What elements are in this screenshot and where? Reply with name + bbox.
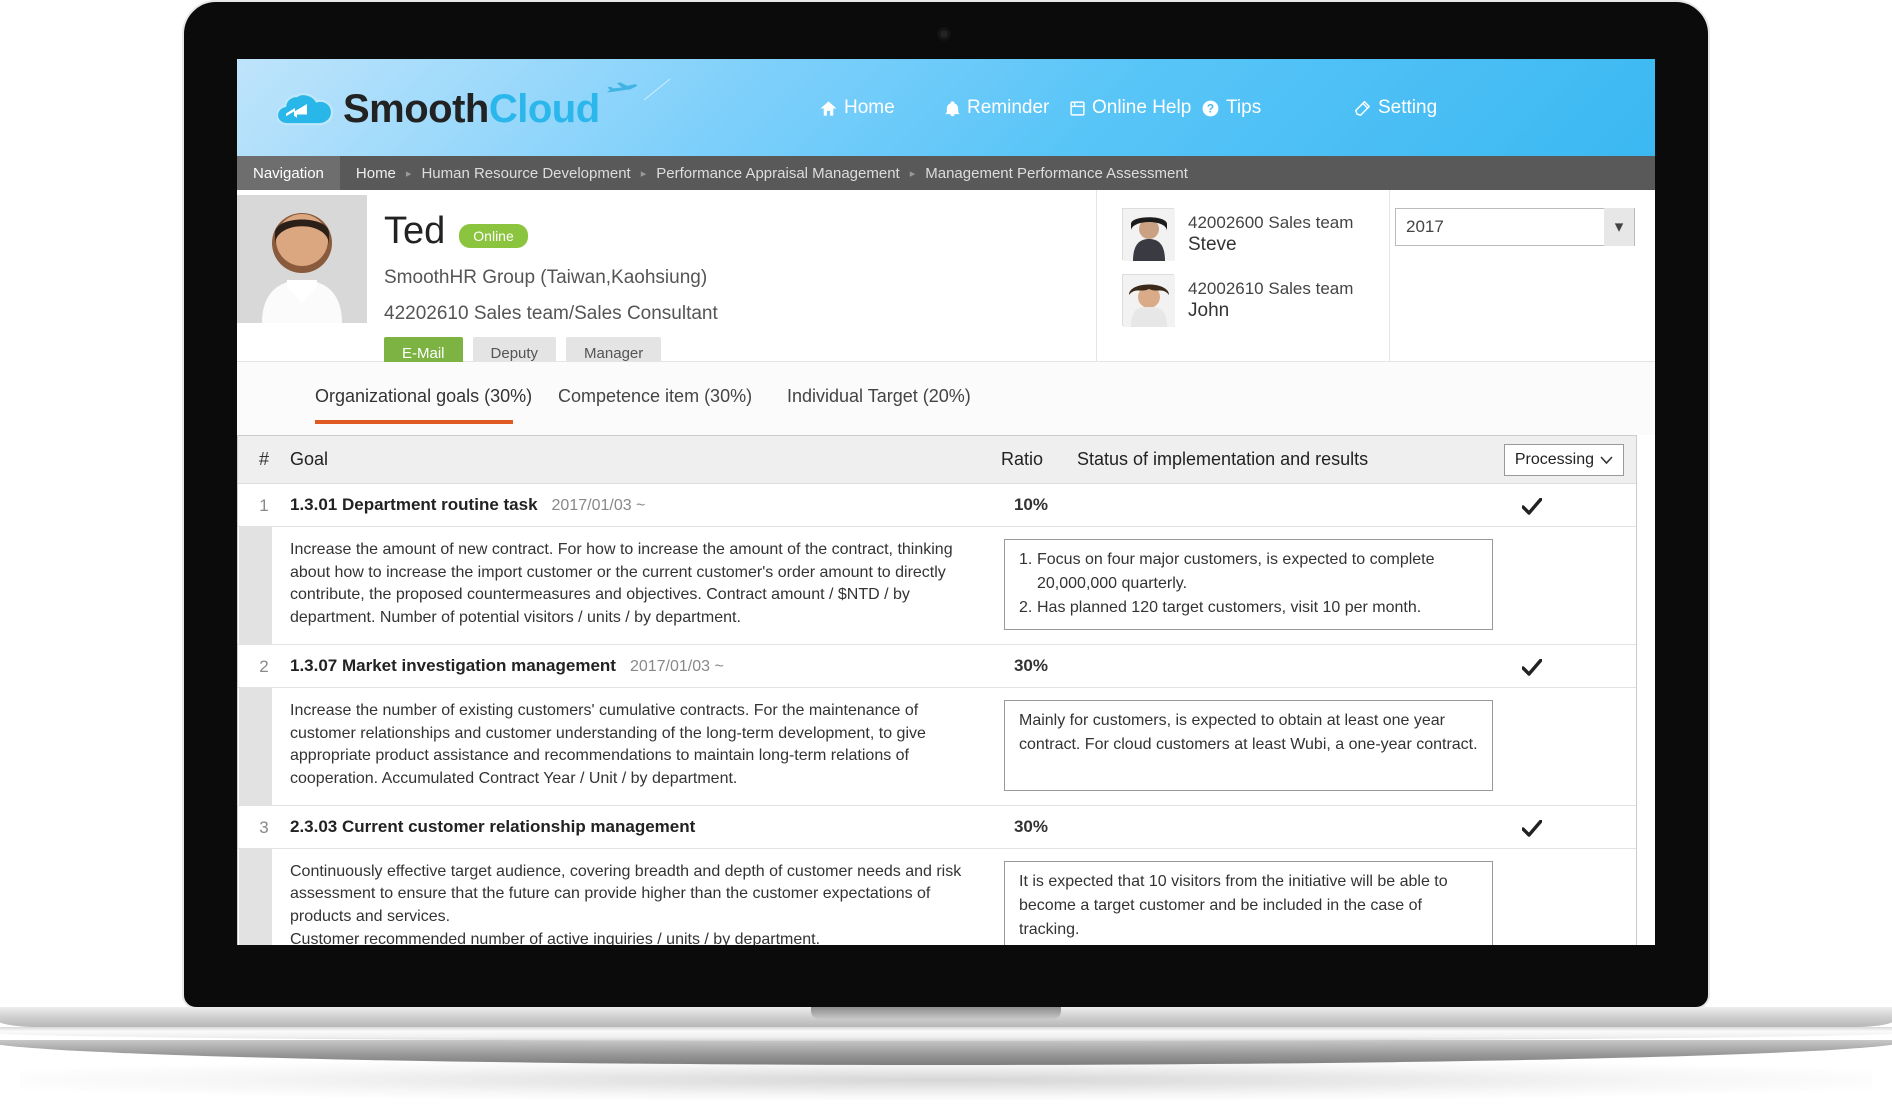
svg-text:?: ? [1207, 101, 1214, 115]
